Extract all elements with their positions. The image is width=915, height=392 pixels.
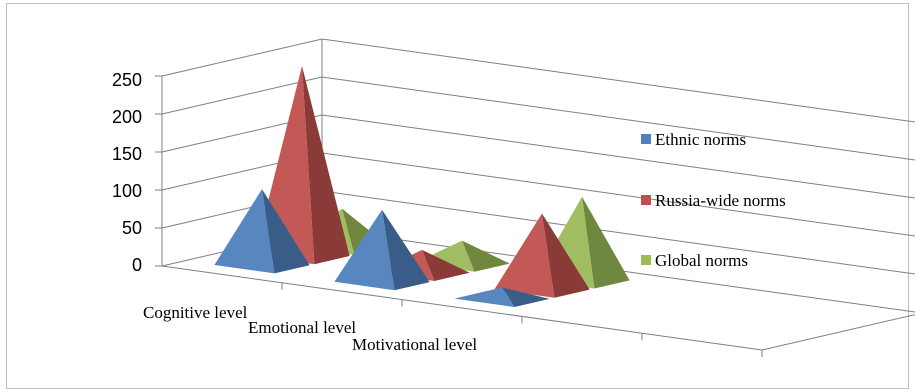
- legend-swatch-russia-wide: [641, 195, 651, 205]
- y-axis-ticks: 0 50 100 150 200 250: [112, 70, 142, 275]
- legend-swatch-ethnic: [641, 134, 651, 144]
- y-tick-label: 100: [112, 181, 142, 201]
- pyramid-side-face: [542, 213, 590, 298]
- pyramid-side-face: [302, 65, 350, 265]
- chart-frame: [6, 3, 909, 389]
- y-tick-label: 200: [112, 107, 142, 127]
- pyramid-front-face: [214, 189, 275, 274]
- pyramid-front-face: [334, 209, 395, 291]
- legend-swatch-global: [641, 255, 651, 265]
- category-label: Cognitive level: [143, 303, 248, 322]
- pyramid-front-face: [454, 287, 515, 307]
- floor-edge-line: [761, 314, 915, 351]
- y-tick-label: 150: [112, 144, 142, 164]
- x-axis-line: [161, 265, 763, 351]
- legend-label-russia-wide: Russia-wide norms: [655, 191, 786, 210]
- pyramid-side-face: [502, 287, 550, 307]
- pyramid-side-face: [262, 189, 310, 274]
- pyramid-side-face: [462, 240, 510, 272]
- gridline: [161, 38, 915, 123]
- pyramid-side-face: [582, 196, 630, 289]
- pyramid-front-face: [494, 213, 555, 298]
- category-label: Emotional level: [248, 318, 356, 337]
- gridline: [161, 76, 915, 161]
- x-axis-categories: Cognitive level Emotional level Motivati…: [143, 303, 477, 354]
- pyramid-mark: [214, 189, 310, 274]
- pyramid-side-face: [382, 209, 430, 291]
- pyramid-marks: [214, 65, 630, 307]
- y-tick-label: 250: [112, 70, 142, 90]
- legend-label-global: Global norms: [655, 251, 748, 270]
- pyramid-mark: [334, 209, 430, 291]
- pyramid-mark: [494, 213, 590, 298]
- legend: Ethnic norms Russia-wide norms Global no…: [641, 130, 786, 270]
- y-tick-label: 0: [132, 255, 142, 275]
- pyramid-side-face: [422, 249, 470, 281]
- chart-gridlines: [155, 38, 915, 357]
- y-tick-label: 50: [122, 218, 142, 238]
- legend-label-ethnic: Ethnic norms: [655, 130, 746, 149]
- category-label: Motivational level: [352, 335, 477, 354]
- pyramid-mark: [454, 287, 550, 307]
